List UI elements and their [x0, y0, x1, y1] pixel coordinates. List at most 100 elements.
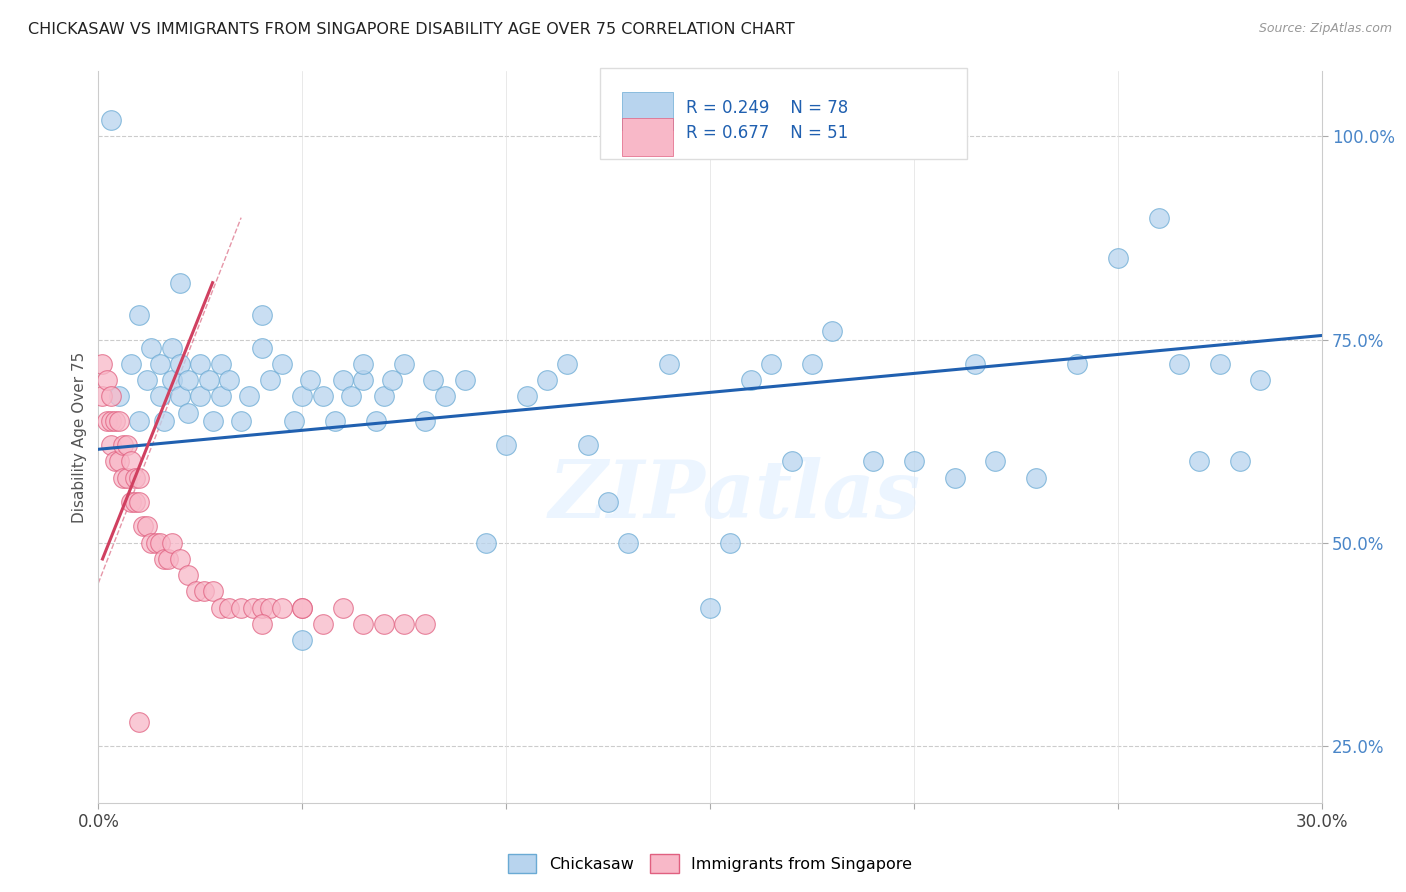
Point	[780, 454, 803, 468]
Point	[364, 414, 387, 428]
Point	[422, 373, 444, 387]
Point	[413, 414, 436, 428]
Point	[598, 495, 620, 509]
Point	[149, 389, 172, 403]
FancyBboxPatch shape	[621, 92, 673, 130]
Point	[193, 584, 215, 599]
Point	[1209, 357, 1232, 371]
Point	[188, 389, 212, 403]
Point	[201, 584, 224, 599]
Point	[188, 357, 212, 371]
Point	[340, 389, 363, 403]
Text: CHICKASAW VS IMMIGRANTS FROM SINGAPORE DISABILITY AGE OVER 75 CORRELATION CHART: CHICKASAW VS IMMIGRANTS FROM SINGAPORE D…	[28, 22, 794, 37]
Point	[104, 414, 127, 428]
Text: Source: ZipAtlas.com: Source: ZipAtlas.com	[1258, 22, 1392, 36]
Point	[156, 552, 179, 566]
Point	[312, 389, 335, 403]
Point	[761, 357, 783, 371]
Point	[186, 584, 208, 599]
Point	[91, 389, 114, 403]
Point	[557, 357, 579, 371]
Point	[283, 414, 305, 428]
Point	[152, 552, 174, 566]
Point	[291, 600, 314, 615]
Point	[291, 389, 314, 403]
Point	[1249, 373, 1271, 387]
Point	[120, 357, 142, 371]
Point	[434, 389, 457, 403]
Point	[177, 568, 200, 582]
Text: ZIPatlas: ZIPatlas	[548, 457, 921, 534]
Point	[250, 341, 273, 355]
Point	[259, 600, 281, 615]
Point	[149, 357, 172, 371]
Point	[1188, 454, 1211, 468]
Point	[270, 600, 294, 615]
Point	[454, 373, 477, 387]
Point	[132, 519, 155, 533]
Point	[250, 308, 273, 322]
Point	[169, 276, 191, 290]
Point	[115, 471, 138, 485]
Point	[100, 113, 122, 128]
Point	[100, 414, 122, 428]
Point	[96, 414, 118, 428]
Point	[136, 519, 159, 533]
Point	[108, 454, 131, 468]
Point	[352, 617, 374, 632]
Point	[658, 357, 681, 371]
Point	[352, 357, 374, 371]
Text: R = 0.249    N = 78: R = 0.249 N = 78	[686, 99, 848, 117]
Point	[270, 357, 294, 371]
Point	[231, 600, 253, 615]
FancyBboxPatch shape	[621, 118, 673, 155]
Point	[120, 495, 142, 509]
Point	[104, 454, 127, 468]
Point	[381, 373, 404, 387]
Point	[209, 600, 232, 615]
Point	[373, 389, 395, 403]
Point	[111, 438, 134, 452]
Point	[177, 406, 200, 420]
Point	[169, 357, 191, 371]
Point	[100, 389, 122, 403]
Point	[617, 535, 640, 549]
Point	[209, 357, 232, 371]
Point	[128, 308, 150, 322]
Point	[115, 438, 138, 452]
Point	[100, 438, 122, 452]
Point	[177, 373, 200, 387]
Point	[984, 454, 1007, 468]
Point	[242, 600, 264, 615]
Point	[124, 495, 146, 509]
Point	[149, 535, 172, 549]
Point	[136, 373, 159, 387]
Point	[291, 633, 314, 648]
Point	[720, 535, 742, 549]
Point	[128, 471, 150, 485]
Point	[332, 373, 354, 387]
Point	[141, 535, 163, 549]
Point	[250, 600, 273, 615]
Point	[111, 471, 134, 485]
Point	[108, 389, 131, 403]
Point	[740, 373, 762, 387]
Point	[392, 357, 416, 371]
Point	[862, 454, 884, 468]
Point	[536, 373, 558, 387]
Point	[201, 414, 224, 428]
Point	[160, 373, 183, 387]
Point	[1167, 357, 1189, 371]
Point	[291, 600, 314, 615]
Point	[299, 373, 322, 387]
Point	[352, 373, 374, 387]
Point	[821, 325, 844, 339]
Point	[1066, 357, 1088, 371]
Point	[332, 600, 354, 615]
Point	[128, 714, 150, 729]
Point	[160, 341, 183, 355]
Point	[373, 617, 395, 632]
Point	[160, 535, 183, 549]
Point	[218, 373, 240, 387]
Point	[124, 471, 146, 485]
